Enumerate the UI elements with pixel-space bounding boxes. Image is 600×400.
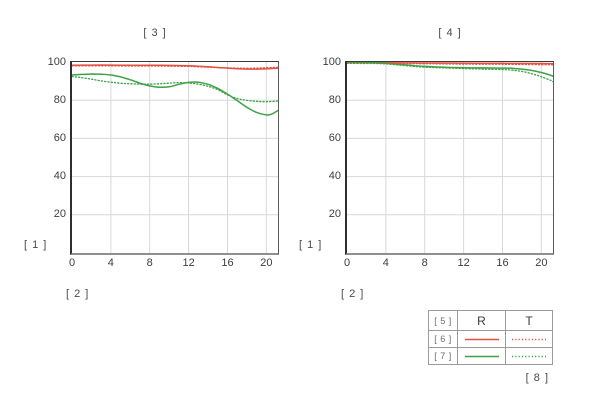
legend-column-header-r: R <box>457 311 505 330</box>
chart-right: [ 4 ] [ 1 ] [ 2 ] 20 40 60 80 100 0 4 8 12 16 20 <box>275 0 575 310</box>
x-tick-label: 4 <box>382 257 389 269</box>
y-tick-label: 40 <box>328 170 341 183</box>
y-tick-label: 100 <box>322 55 341 68</box>
y-tick-label: 80 <box>53 93 66 106</box>
chart-left-y-axis-label: [ 1 ] <box>24 239 48 251</box>
y-tick-label: 60 <box>53 131 66 144</box>
legend-column-header-t: T <box>505 311 552 330</box>
legend-sample-green-dotted-line <box>505 347 552 364</box>
x-tick-label: 0 <box>68 257 76 269</box>
series-T-red-dotted <box>72 65 278 69</box>
chart-right-plot-svg <box>347 62 553 253</box>
x-tick-label: 0 <box>343 257 351 269</box>
legend-table: [ 5 ] R T [ 6 ] [ 7 ] <box>428 310 553 365</box>
legend-row-label-green: [ 7 ] <box>429 347 457 364</box>
series-R-red-solid <box>72 64 278 70</box>
x-tick-label: 12 <box>457 257 470 269</box>
legend-note: [ 8 ] <box>525 372 549 384</box>
y-tick-label: 20 <box>328 208 341 221</box>
chart-left-x-axis-label: [ 2 ] <box>66 288 90 300</box>
legend-row-label-red: [ 6 ] <box>429 330 457 347</box>
y-tick-label: 80 <box>328 93 341 106</box>
x-tick-label: 4 <box>107 257 114 269</box>
chart-left-plot-svg <box>72 62 278 253</box>
chart-right-y-axis-label: [ 1 ] <box>299 239 323 251</box>
legend-sample-red-dotted-line <box>505 330 552 347</box>
chart-left-title: [ 3 ] <box>143 27 167 39</box>
chart-left-plot-area <box>70 61 279 255</box>
y-tick-label: 100 <box>47 55 66 68</box>
y-tick-label: 20 <box>53 208 66 221</box>
x-tick-label: 12 <box>182 257 195 269</box>
series-T-green-dotted <box>72 75 278 103</box>
legend-corner-label: [ 5 ] <box>434 315 452 326</box>
x-tick-label: 20 <box>260 257 273 269</box>
x-tick-label: 8 <box>421 257 428 269</box>
y-tick-label: 60 <box>328 131 341 144</box>
series-T-green-dotted <box>347 62 553 83</box>
legend-sample-green-solid-line <box>457 347 505 364</box>
series-T-red-dotted <box>347 62 553 66</box>
x-tick-label: 16 <box>496 257 509 269</box>
chart-right-x-axis-label: [ 2 ] <box>341 288 365 300</box>
x-tick-label: 8 <box>146 257 153 269</box>
chart-left: [ 3 ] [ 1 ] [ 2 ] 20 40 60 80 100 0 4 8 12 16 20 <box>0 0 300 310</box>
y-tick-label: 40 <box>53 170 66 183</box>
x-tick-label: 16 <box>221 257 234 269</box>
chart-right-title: [ 4 ] <box>438 27 462 39</box>
legend-sample-red-solid-line <box>457 330 505 347</box>
chart-right-plot-area <box>345 61 554 255</box>
series-R-green-solid <box>72 73 278 116</box>
x-tick-label: 20 <box>535 257 548 269</box>
